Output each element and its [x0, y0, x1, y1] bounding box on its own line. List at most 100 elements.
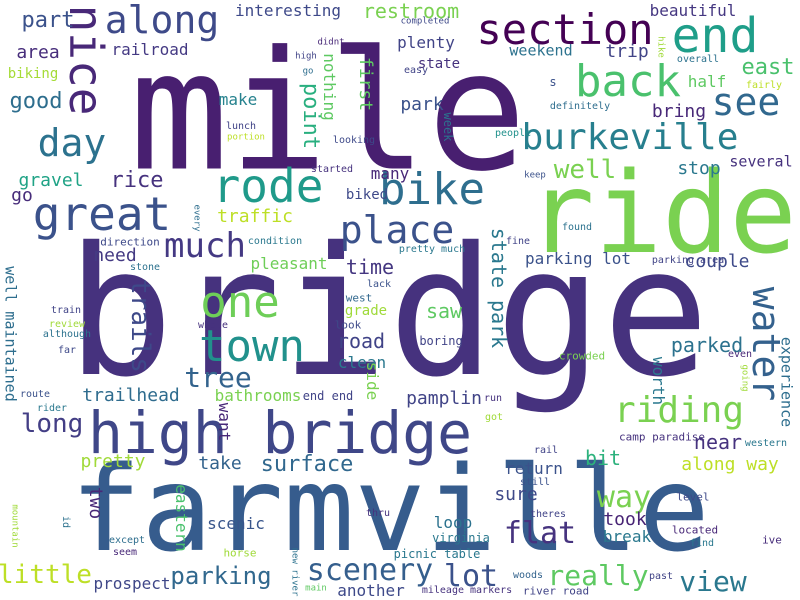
word: two	[85, 486, 106, 520]
word: side	[363, 361, 382, 401]
word: along way	[681, 454, 779, 475]
word: along	[104, 0, 220, 42]
word: gravel	[18, 170, 84, 191]
word: road	[336, 329, 386, 353]
word: restroom	[362, 0, 460, 23]
word: mountain	[9, 504, 20, 548]
word: back	[575, 56, 681, 107]
word: found	[561, 222, 593, 233]
word: started	[310, 164, 354, 175]
word: lunch	[225, 121, 257, 132]
word: ive	[762, 533, 782, 547]
word: trailhead	[82, 385, 180, 406]
word: horse	[223, 546, 257, 560]
word: grade	[344, 303, 388, 319]
word: picnic table	[393, 547, 481, 561]
word: traffic	[217, 206, 293, 227]
word: west	[345, 291, 373, 305]
word: route	[19, 389, 51, 400]
word: park	[400, 94, 444, 115]
word: nothing	[320, 53, 339, 121]
word: past	[648, 571, 674, 582]
word: biking	[7, 66, 59, 82]
word: stop	[677, 158, 721, 179]
word: definitely	[549, 101, 611, 112]
word: make	[218, 90, 258, 109]
word: trip	[605, 41, 649, 62]
word: pretty	[80, 451, 146, 472]
word: find	[689, 538, 715, 549]
word: main	[305, 583, 327, 594]
word: go	[302, 66, 314, 77]
word: saw	[425, 299, 463, 323]
word: view	[679, 565, 747, 598]
word: id	[60, 515, 71, 529]
word: riding	[613, 390, 745, 431]
word: experience	[777, 336, 796, 428]
word: trails	[125, 279, 155, 373]
word: go	[11, 185, 33, 206]
word: interesting	[235, 1, 341, 20]
word: much	[164, 226, 246, 266]
word: woods	[512, 570, 544, 581]
word: fairly	[745, 80, 783, 91]
word: look	[334, 318, 362, 332]
word: little	[0, 560, 92, 590]
word: clean	[337, 353, 387, 372]
word: camp paradise	[618, 430, 706, 444]
word: mileage markers	[421, 585, 513, 596]
word: really	[547, 559, 649, 592]
word: take	[198, 453, 242, 474]
word: many	[370, 164, 410, 183]
word: long	[20, 409, 84, 439]
word: state	[417, 56, 461, 72]
word: farmville	[70, 440, 710, 578]
word: time	[345, 255, 395, 279]
word: end	[671, 8, 759, 64]
word: got	[484, 412, 504, 423]
word: first	[355, 56, 376, 112]
word: looking	[332, 135, 376, 146]
word: still	[519, 477, 551, 488]
word: rice	[110, 168, 164, 193]
word: beautiful	[649, 1, 737, 20]
word: bathrooms	[214, 386, 302, 405]
word: couple	[684, 251, 750, 272]
word: railroad	[111, 40, 189, 59]
word: didnt	[317, 37, 345, 48]
word: going	[739, 364, 750, 392]
word: eastern	[172, 484, 191, 552]
word: area	[16, 42, 60, 63]
word: good	[9, 89, 63, 114]
word: well maintained	[1, 266, 20, 402]
word: rail	[533, 445, 559, 456]
word: prospect	[93, 574, 171, 593]
word: train	[50, 305, 82, 316]
word: fine	[505, 236, 531, 247]
word: portion	[227, 132, 265, 143]
word: run	[483, 393, 503, 404]
word: ride	[527, 149, 797, 279]
word: lack	[366, 279, 392, 290]
word: parking area	[651, 255, 725, 266]
word: week	[441, 112, 455, 142]
word: river road	[522, 584, 590, 598]
word: bring	[651, 101, 707, 122]
word: new river	[289, 547, 300, 597]
word: mile	[129, 15, 527, 208]
word: bit	[584, 446, 622, 470]
word: people	[494, 128, 532, 139]
word: plenty	[397, 33, 455, 52]
word: level	[676, 490, 710, 504]
word: way	[596, 480, 652, 515]
word: tree	[184, 361, 252, 394]
word: lot	[443, 559, 499, 594]
word: except	[108, 535, 146, 546]
word: well	[553, 155, 617, 185]
word: overall	[676, 54, 720, 65]
word: need	[93, 245, 137, 266]
word: burkeville	[521, 117, 739, 158]
word: pretty much	[398, 244, 466, 255]
word: surface	[260, 452, 354, 477]
